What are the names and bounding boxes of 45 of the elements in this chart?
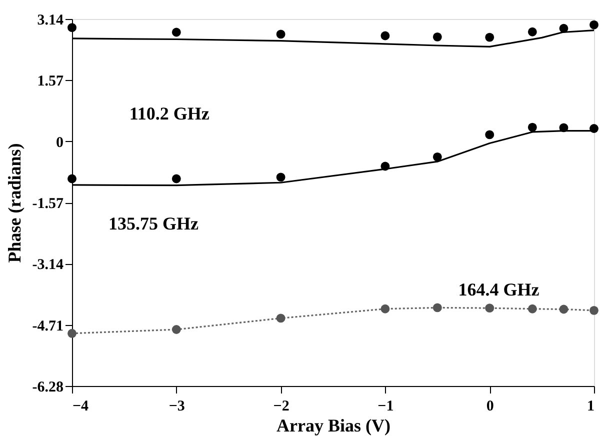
point xyxy=(172,28,181,37)
point xyxy=(590,20,598,30)
point xyxy=(559,304,568,314)
point xyxy=(590,124,598,133)
y-axis-title: Phase (radians) xyxy=(4,143,24,263)
point xyxy=(276,30,286,39)
point xyxy=(559,24,568,33)
point xyxy=(432,152,442,162)
point xyxy=(485,130,494,140)
point xyxy=(590,306,598,315)
y-tick-label: -6.28 xyxy=(32,380,64,396)
point xyxy=(485,304,494,313)
x-tick-label: −3 xyxy=(168,398,185,414)
x-tick-label: 0 xyxy=(486,398,494,414)
point xyxy=(528,27,537,36)
point xyxy=(68,174,76,184)
point xyxy=(68,23,76,32)
annotation: 164.4 GHz xyxy=(458,280,540,300)
y-tick-label: 0 xyxy=(56,134,64,151)
point xyxy=(172,325,181,334)
x-tick-label: −1 xyxy=(378,398,394,414)
point xyxy=(528,122,537,132)
y-tick-label: -4.71 xyxy=(32,318,64,334)
y-tick-label: -1.57 xyxy=(32,196,64,212)
point xyxy=(485,32,494,42)
point xyxy=(380,162,390,171)
x-tick-label: −4 xyxy=(72,398,90,414)
x-tick-label: −2 xyxy=(273,398,290,414)
point xyxy=(276,172,286,182)
point xyxy=(380,304,390,314)
y-tick-label: 1.57 xyxy=(37,74,64,90)
x-tick-label: 1 xyxy=(587,398,594,414)
y-tick-label: 3.14 xyxy=(37,12,64,28)
point xyxy=(68,328,76,338)
annotation: 135.75 GHz xyxy=(108,214,199,234)
point xyxy=(380,31,390,40)
point xyxy=(172,174,181,184)
point xyxy=(528,304,537,314)
point xyxy=(432,32,442,42)
point xyxy=(559,123,568,132)
annotation: 110.2 GHz xyxy=(129,103,210,124)
x-axis-title: Array Bias (V) xyxy=(276,416,390,436)
y-tick-label: -3.14 xyxy=(32,257,64,274)
point xyxy=(432,303,442,312)
point xyxy=(276,314,286,323)
